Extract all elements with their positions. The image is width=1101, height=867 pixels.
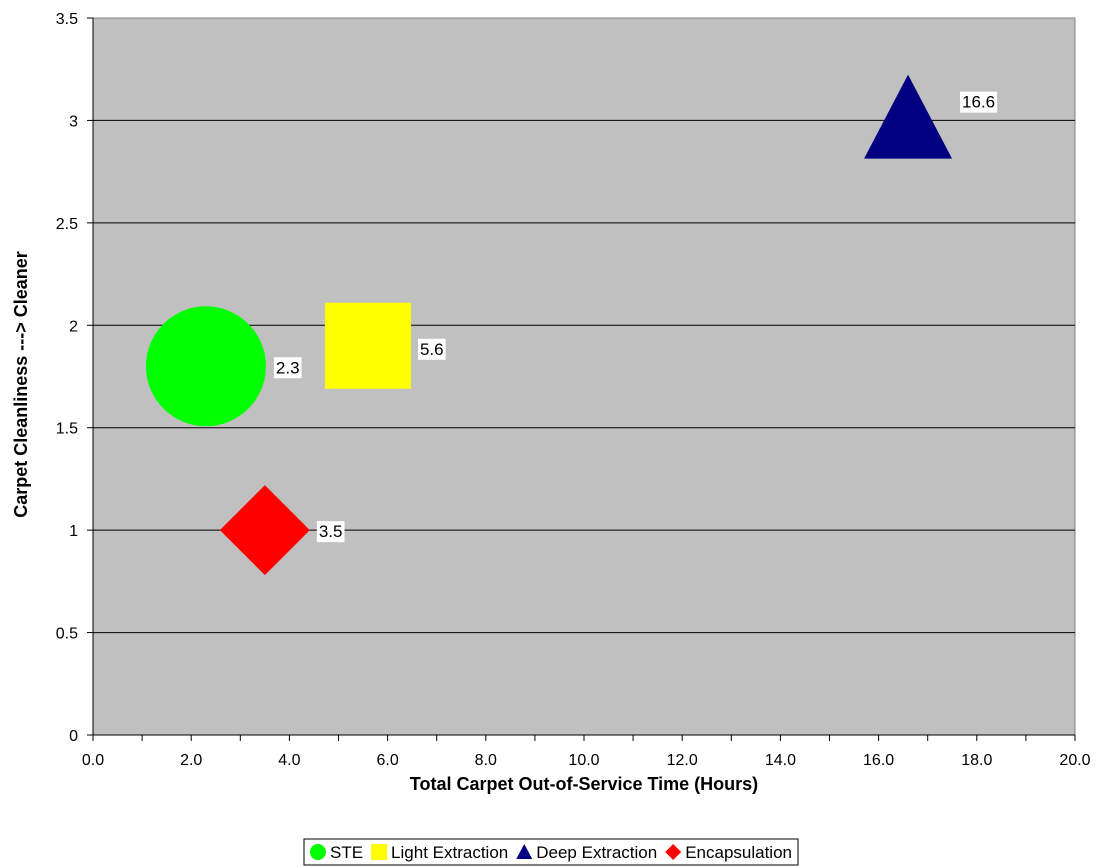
data-label-ste: 2.3 [276, 358, 300, 377]
x-axis-title: Total Carpet Out-of-Service Time (Hours) [410, 774, 758, 794]
legend-symbol-encapsulation [665, 844, 682, 860]
x-tick-label: 4.0 [278, 752, 300, 769]
legend-symbol-light-extraction [371, 844, 388, 860]
x-tick-label: 12.0 [667, 752, 698, 769]
y-tick-label: 2.5 [56, 216, 78, 233]
data-label-light-extraction: 5.6 [420, 340, 444, 359]
point-encapsulation [219, 485, 310, 576]
data-label-box-encapsulation [316, 521, 345, 543]
point-deep-extraction [864, 74, 953, 159]
x-tick-label: 6.0 [376, 752, 398, 769]
y-tick-label: 3.5 [56, 11, 78, 28]
x-tick-label: 16.0 [863, 752, 894, 769]
x-tick-label: 18.0 [961, 752, 992, 769]
data-label-encapsulation: 3.5 [319, 522, 343, 541]
x-tick-label: 8.0 [475, 752, 497, 769]
y-tick-label: 0 [69, 728, 78, 745]
y-tick-label: 2 [69, 318, 78, 335]
y-axis-title: Carpet Cleanliness ---> Cleaner [11, 251, 31, 518]
point-light-extraction [324, 302, 411, 389]
data-label-box-ste [273, 357, 302, 379]
point-ste [145, 306, 266, 427]
y-tick-label: 0.5 [56, 626, 78, 643]
x-tick-label: 10.0 [568, 752, 599, 769]
data-labels: 2.3 5.6 16.6 3.5 [273, 91, 998, 543]
x-tick-label: 14.0 [765, 752, 796, 769]
legend-item-ste: STE [309, 843, 363, 862]
y-tick-label: 3 [69, 113, 78, 130]
data-label-box-light-extraction [417, 338, 446, 360]
y-tick-label: 1 [69, 523, 78, 540]
axes [87, 17, 1076, 741]
x-tick-label: 0.0 [82, 752, 104, 769]
tick-labels: 0 0.5 1 1.5 2 2.5 3 3.5 0.0 2.0 4.0 6.0 8.0 10.0 12.0 1… [56, 11, 1091, 769]
x-tick-label: 2.0 [180, 752, 202, 769]
legend-symbol-ste [309, 844, 326, 860]
legend-item-encapsulation: Encapsulation [665, 843, 792, 862]
data-marks [145, 74, 953, 576]
legend-label-deep-extraction: Deep Extraction [536, 843, 657, 862]
legend-item-light-extraction: Light Extraction [371, 843, 508, 862]
legend-label-encapsulation: Encapsulation [685, 843, 792, 862]
x-tick-label: 20.0 [1059, 752, 1090, 769]
legend-symbol-deep-extraction [516, 844, 533, 859]
data-label-box-deep-extraction [960, 91, 998, 113]
legend-label-light-extraction: Light Extraction [391, 843, 508, 862]
y-tick-label: 1.5 [56, 421, 78, 438]
data-label-deep-extraction: 16.6 [962, 93, 995, 112]
legend-item-deep-extraction: Deep Extraction [516, 843, 657, 862]
legend-label-ste: STE [330, 843, 363, 862]
legend: STE Light Extraction Deep Extraction Encaps… [303, 838, 799, 866]
